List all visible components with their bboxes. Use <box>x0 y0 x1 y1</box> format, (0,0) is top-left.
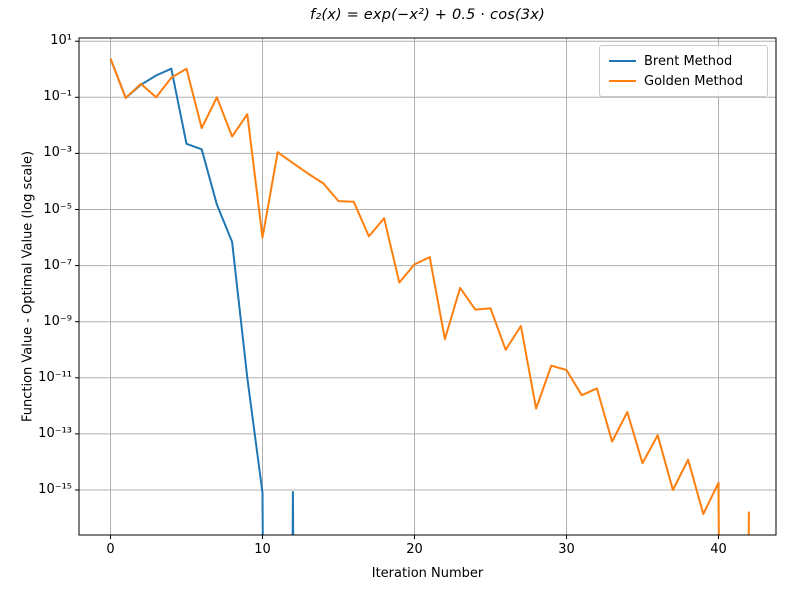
y-tick-label: 10⁻³ <box>43 145 72 161</box>
chart-title: f₂(x) = exp(−x²) + 0.5 ⋅ cos(3x) <box>310 7 545 23</box>
legend-item-golden: Golden Method <box>609 71 758 91</box>
y-tick-label: 10⁻¹³ <box>38 425 72 441</box>
y-axis-label: Function Value - Optimal Value (log scal… <box>20 150 36 423</box>
y-tick-label: 10⁻¹ <box>43 89 72 105</box>
y-tick-label: 10⁻⁹ <box>43 313 72 329</box>
golden-line-sample <box>609 80 636 82</box>
y-tick-label: 10⁻⁷ <box>43 257 72 273</box>
x-tick-label: 10 <box>254 542 271 557</box>
series-lines <box>109 58 750 535</box>
legend-label-golden: Golden Method <box>644 73 744 89</box>
tick-marks <box>75 40 719 539</box>
legend-item-brent: Brent Method <box>609 51 758 71</box>
x-axis-label: Iteration Number <box>371 566 484 581</box>
y-tick-label: 10⁻¹¹ <box>38 369 72 385</box>
legend: Brent Method Golden Method <box>599 45 768 97</box>
brent-series-line <box>109 58 295 535</box>
axes-spines <box>78 37 777 536</box>
legend-label-brent: Brent Method <box>644 53 733 69</box>
x-tick-label: 40 <box>710 542 727 557</box>
y-tick-label: 10⁻¹⁵ <box>38 482 72 497</box>
x-tick-label: 30 <box>558 542 575 557</box>
brent-line-sample <box>609 60 636 62</box>
x-tick-label: 0 <box>106 542 115 557</box>
x-tick-label: 20 <box>406 542 423 557</box>
y-tick-label: 10⁻⁵ <box>43 201 72 217</box>
gridlines <box>79 38 776 535</box>
golden-series-line <box>109 58 750 535</box>
y-tick-label: 10¹ <box>50 33 72 49</box>
